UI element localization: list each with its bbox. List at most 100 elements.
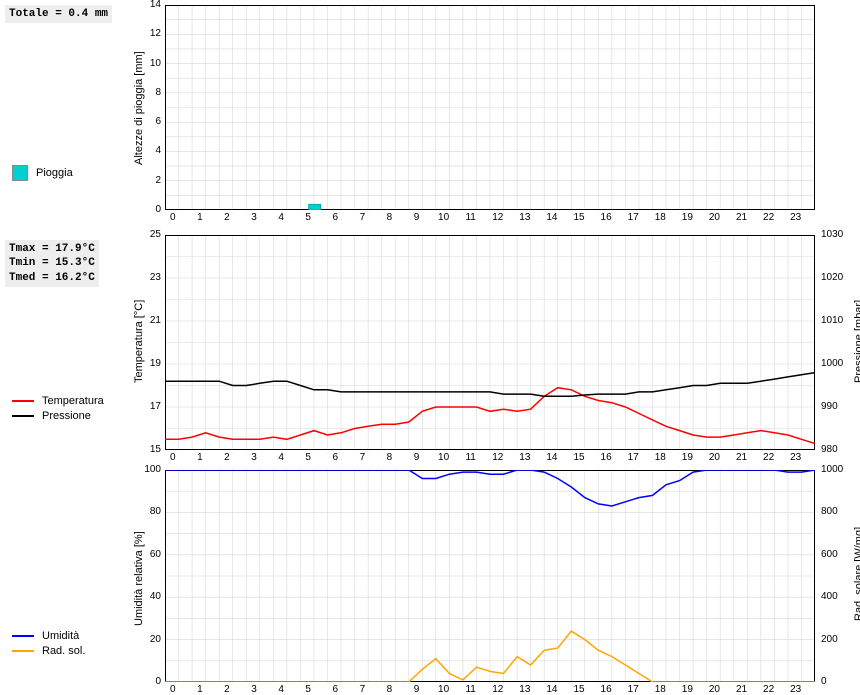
ytick-label-right: 1020 [821,272,843,283]
xtick-label: 14 [546,212,558,223]
xtick-label: 17 [627,452,639,463]
xtick-label: 6 [329,452,341,463]
rain-legend-item: Pioggia [12,165,73,181]
xtick-label: 20 [708,452,720,463]
xtick-label: 6 [329,212,341,223]
xtick-label: 18 [654,212,666,223]
xtick-label: 7 [356,212,368,223]
legend-label: Pressione [42,410,91,422]
info-line: Tmax = 17.9°C [9,242,95,256]
ytick-label-right: 400 [821,591,838,602]
xtick-label: 5 [302,212,314,223]
legend-line [12,650,34,652]
xtick-label: 2 [221,452,233,463]
ytick-label: 4 [155,145,161,156]
legend-label: Rad. sol. [42,645,85,657]
ytick-label: 40 [150,591,161,602]
xtick-label: 9 [411,452,423,463]
ytick-label-right: 1000 [821,464,843,475]
ytick-label: 19 [150,358,161,369]
ytick-label-right: 1010 [821,315,843,326]
ytick-label-right: 980 [821,444,838,455]
ytick-label: 8 [155,87,161,98]
ytick-label: 14 [150,0,161,10]
xtick-label: 23 [790,452,802,463]
xtick-label: 13 [519,212,531,223]
info-line: Tmin = 15.3°C [9,256,95,270]
ytick-label: 23 [150,272,161,283]
xtick-label: 8 [383,452,395,463]
ytick-label: 2 [155,175,161,186]
xtick-label: 16 [600,212,612,223]
humid-ylabel-right: Rad. solare [W/mq] [853,527,860,621]
legend-label: Temperatura [42,395,104,407]
temp-ylabel: Temperatura [°C] [133,299,145,382]
legend-line [12,415,34,417]
xtick-label: 11 [465,212,477,223]
xtick-label: 3 [248,452,260,463]
ytick-label: 0 [155,676,161,687]
humid-legend-item: Umidità [12,630,79,642]
legend-label: Umidità [42,630,79,642]
xtick-label: 1 [194,452,206,463]
xtick-label: 15 [573,452,585,463]
xtick-label: 15 [573,212,585,223]
ytick-label: 0 [155,204,161,215]
ytick-label: 17 [150,401,161,412]
ytick-label-right: 990 [821,401,838,412]
ytick-label-right: 800 [821,506,838,517]
temp-chart [165,235,815,450]
legend-label: Pioggia [36,167,73,179]
rain-chart [165,5,815,210]
xtick-label: 0 [167,452,179,463]
humid-chart [165,470,815,682]
temp-ylabel-right: Pressione [mbar] [853,299,860,382]
xtick-label: 9 [411,212,423,223]
xtick-label: 13 [519,452,531,463]
ytick-label: 20 [150,634,161,645]
humid-ylabel: Umidità relativa [%] [133,531,145,626]
legend-swatch [12,165,28,181]
xtick-label: 19 [681,452,693,463]
legend-line [12,400,34,402]
ytick-label: 60 [150,549,161,560]
xtick-label: 3 [248,212,260,223]
xtick-label: 11 [465,452,477,463]
ytick-label-right: 0 [821,676,827,687]
info-line: Tmed = 16.2°C [9,271,95,285]
ytick-label: 10 [150,58,161,69]
xtick-label: 22 [763,212,775,223]
xtick-label: 7 [356,452,368,463]
ytick-label: 21 [150,315,161,326]
rain-bar [309,204,321,210]
xtick-label: 5 [302,452,314,463]
xtick-label: 16 [600,452,612,463]
xtick-label: 12 [492,452,504,463]
xtick-label: 21 [736,452,748,463]
xtick-label: 19 [681,212,693,223]
xtick-label: 10 [438,212,450,223]
temp-info-box: Tmax = 17.9°CTmin = 15.3°CTmed = 16.2°C [5,240,99,287]
ytick-label: 15 [150,444,161,455]
ytick-label: 12 [150,28,161,39]
xtick-label: 17 [627,212,639,223]
xtick-label: 1 [194,212,206,223]
legend-line [12,635,34,637]
xtick-label: 0 [167,212,179,223]
rain-info-box: Totale = 0.4 mm [5,5,112,23]
xtick-label: 2 [221,212,233,223]
ytick-label: 6 [155,116,161,127]
xtick-label: 22 [763,452,775,463]
ytick-label-right: 200 [821,634,838,645]
rain-ylabel: Altezze di pioggia [mm] [133,51,145,165]
xtick-label: 4 [275,212,287,223]
xtick-label: 10 [438,452,450,463]
temp-legend-item: Pressione [12,410,91,422]
xtick-label: 12 [492,212,504,223]
ytick-label-right: 1000 [821,358,843,369]
ytick-label-right: 600 [821,549,838,560]
ytick-label-right: 1030 [821,229,843,240]
xtick-label: 23 [790,212,802,223]
xtick-label: 21 [736,212,748,223]
xtick-label: 14 [546,452,558,463]
